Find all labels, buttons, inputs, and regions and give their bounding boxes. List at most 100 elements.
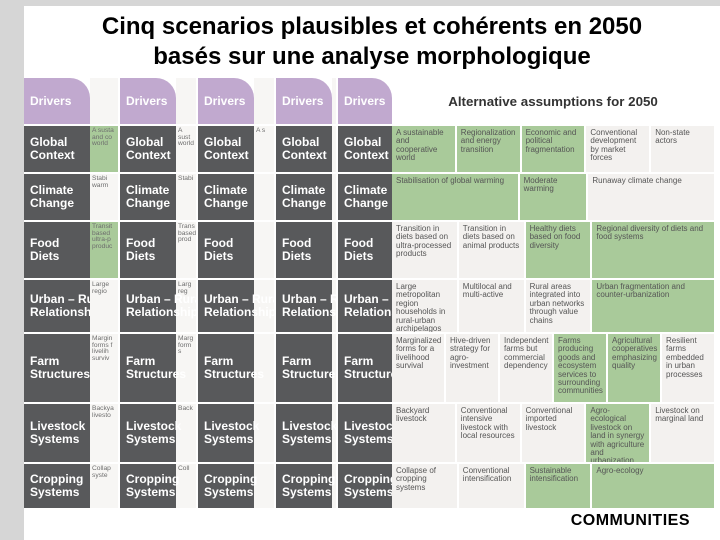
row-label: Urban – Rural Relationships: [338, 280, 392, 334]
alt-cell: Agricultural cooperatives emphasizing qu…: [608, 334, 662, 402]
row-label: Livestock Systems: [338, 404, 392, 464]
row-label: Global Context: [24, 126, 90, 174]
gap-cell: Stabi warm: [90, 174, 120, 222]
gap-cell: [176, 78, 198, 126]
title-line-2: basés sur une analyse morphologique: [153, 43, 590, 70]
row-labels-col-1: DriversGlobal ContextClimate ChangeFood …: [120, 78, 176, 510]
row-labels-col-2: DriversGlobal ContextClimate ChangeFood …: [198, 78, 254, 510]
alt-cell: Conventional imported livestock: [522, 404, 587, 462]
alt-cell: Collapse of cropping systems: [392, 464, 459, 508]
alt-cell: Rural areas integrated into urban networ…: [526, 280, 593, 332]
gap-cell: A sust world: [176, 126, 198, 174]
row-labels-col-3: DriversGlobal ContextClimate ChangeFood …: [276, 78, 332, 510]
page-title: Cinq scenarios plausibles et cohérents e…: [24, 6, 720, 74]
alt-cell: Stabilisation of global warming: [392, 174, 520, 220]
alt-cell: A sustainable and cooperative world: [392, 126, 457, 172]
gap-cell: [254, 174, 276, 222]
row-label: Food Diets: [198, 222, 254, 280]
gap-cell: Large regio: [90, 280, 120, 334]
gap-cell: Stabi: [176, 174, 198, 222]
gap-cell: A s: [254, 126, 276, 174]
alt-row: A sustainable and cooperative worldRegio…: [392, 126, 714, 174]
alternatives-panel: Alternative assumptions for 2050 A susta…: [392, 78, 714, 510]
alt-cell: Regionalization and energy transition: [457, 126, 522, 172]
row-label: Farm Structures: [120, 334, 176, 404]
alt-cell: Regional diversity of diets and food sys…: [592, 222, 714, 278]
row-labels-col-0: DriversGlobal ContextClimate ChangeFood …: [24, 78, 90, 510]
row-label: Livestock Systems: [198, 404, 254, 464]
row-label: Food Diets: [120, 222, 176, 280]
alt-cell: Independent farms but commercial depende…: [500, 334, 554, 402]
row-label: Urban – Rural Relationships: [276, 280, 332, 334]
alt-row: Large metropolitan region households in …: [392, 280, 714, 334]
gap-cell: [254, 222, 276, 280]
alt-cell: Farms producing goods and ecosystem serv…: [554, 334, 608, 402]
alt-cell: Non-state actors: [651, 126, 714, 172]
alt-cell: Transition in diets based on ultra-proce…: [392, 222, 459, 278]
row-label: Farm Structures: [338, 334, 392, 404]
gap-cell: Collap syste: [90, 464, 120, 510]
row-label: Food Diets: [338, 222, 392, 280]
row-label: Climate Change: [338, 174, 392, 222]
row-label: Climate Change: [276, 174, 332, 222]
communities-label: COMMUNITIES: [571, 512, 690, 530]
gap-cell: Transit based ultra-p produc: [90, 222, 120, 280]
alt-cell: Agro-ecology: [592, 464, 714, 508]
morphological-table: DriversGlobal ContextClimate ChangeFood …: [24, 78, 720, 510]
alt-row: Collapse of cropping systemsConventional…: [392, 464, 714, 510]
drivers-tab: Drivers: [338, 78, 392, 126]
alt-cell: Sustainable intensification: [526, 464, 593, 508]
alt-cell: Hive-driven strategy for agro-investment: [446, 334, 500, 402]
gap-col-0: A susta and co worldStabi warmTransit ba…: [90, 78, 120, 510]
drivers-tab: Drivers: [120, 78, 176, 126]
alt-cell: Large metropolitan region households in …: [392, 280, 459, 332]
gap-cell: [254, 78, 276, 126]
row-labels-col-4: DriversGlobal ContextClimate ChangeFood …: [338, 78, 392, 510]
row-label: Cropping Systems: [198, 464, 254, 510]
gap-cell: A susta and co world: [90, 126, 120, 174]
gap-cell: Margin forms f livelih surviv: [90, 334, 120, 404]
row-label: Livestock Systems: [24, 404, 90, 464]
alt-cell: Resilient farms embedded in urban proces…: [662, 334, 714, 402]
alt-cell: Transition in diets based on animal prod…: [459, 222, 526, 278]
alt-cell: Urban fragmentation and counter-urbaniza…: [592, 280, 714, 332]
alt-row: Backyard livestockConventional intensive…: [392, 404, 714, 464]
row-label: Livestock Systems: [120, 404, 176, 464]
alt-cell: Moderate warming: [520, 174, 589, 220]
alt-cell: Conventional intensive livestock with lo…: [457, 404, 522, 462]
gap-cell: Trans based prod: [176, 222, 198, 280]
drivers-tab: Drivers: [24, 78, 90, 126]
row-label: Cropping Systems: [276, 464, 332, 510]
drivers-tab: Drivers: [276, 78, 332, 126]
row-label: Livestock Systems: [276, 404, 332, 464]
gap-cell: Backya livesto: [90, 404, 120, 464]
row-label: Urban – Rural Relationships: [24, 280, 90, 334]
row-label: Farm Structures: [24, 334, 90, 404]
alt-cell: Economic and political fragmentation: [522, 126, 587, 172]
row-label: Climate Change: [198, 174, 254, 222]
alt-row: Stabilisation of global warmingModerate …: [392, 174, 714, 222]
row-label: Farm Structures: [198, 334, 254, 404]
alt-cell: Conventional development by market force…: [586, 126, 651, 172]
alt-cell: Marginalized forms for a livelihood surv…: [392, 334, 446, 402]
row-label: Cropping Systems: [24, 464, 90, 510]
row-label: Urban – Rural Relationships: [120, 280, 176, 334]
alt-cell: Livestock on marginal land: [651, 404, 714, 462]
row-label: Climate Change: [24, 174, 90, 222]
alt-cell: Agro-ecological livestock on land in syn…: [586, 404, 651, 462]
row-label: Global Context: [198, 126, 254, 174]
alt-cell: Multilocal and multi-active: [459, 280, 526, 332]
row-label: Global Context: [338, 126, 392, 174]
row-label: Cropping Systems: [338, 464, 392, 510]
alt-row: Marginalized forms for a livelihood surv…: [392, 334, 714, 404]
row-label: Food Diets: [276, 222, 332, 280]
row-label: Global Context: [276, 126, 332, 174]
gap-cell: [90, 78, 120, 126]
row-label: Farm Structures: [276, 334, 332, 404]
alt-cell: Runaway climate change: [588, 174, 714, 220]
row-label: Urban – Rural Relationships: [198, 280, 254, 334]
alternatives-header: Alternative assumptions for 2050: [392, 78, 714, 126]
alt-cell: Conventional intensification: [459, 464, 526, 508]
row-label: Climate Change: [120, 174, 176, 222]
drivers-tab: Drivers: [198, 78, 254, 126]
